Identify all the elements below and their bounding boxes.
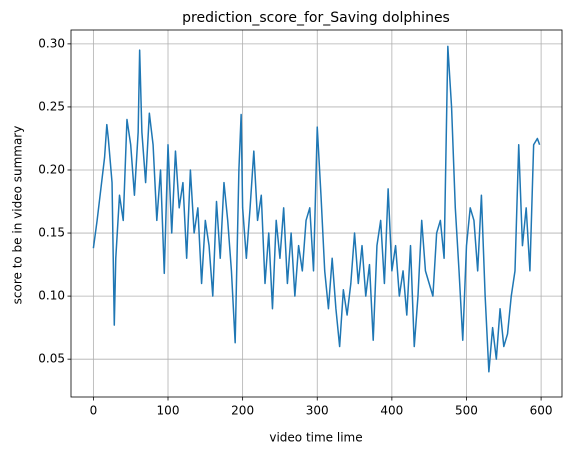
x-tick-label: 200 <box>231 404 254 418</box>
chart-title: prediction_score_for_Saving dolphines <box>182 10 450 26</box>
y-tick-label: 0.10 <box>38 289 65 303</box>
x-tick-label: 600 <box>530 404 553 418</box>
y-tick-label: 0.05 <box>38 352 65 366</box>
x-tick-label: 0 <box>90 404 98 418</box>
x-tick-label: 300 <box>306 404 329 418</box>
x-tick-label: 100 <box>157 404 180 418</box>
x-axis-label: video time lime <box>269 431 362 445</box>
y-tick-label: 0.30 <box>38 36 65 50</box>
y-tick-label: 0.15 <box>38 226 65 240</box>
plot-frame <box>70 29 563 398</box>
y-tick-label: 0.20 <box>38 162 65 176</box>
data-line <box>92 45 541 373</box>
x-tick-label: 500 <box>455 404 478 418</box>
y-axis-label: score to be in video summary <box>11 126 25 305</box>
y-tick-label: 0.25 <box>38 99 65 113</box>
x-tick-label: 400 <box>380 404 403 418</box>
